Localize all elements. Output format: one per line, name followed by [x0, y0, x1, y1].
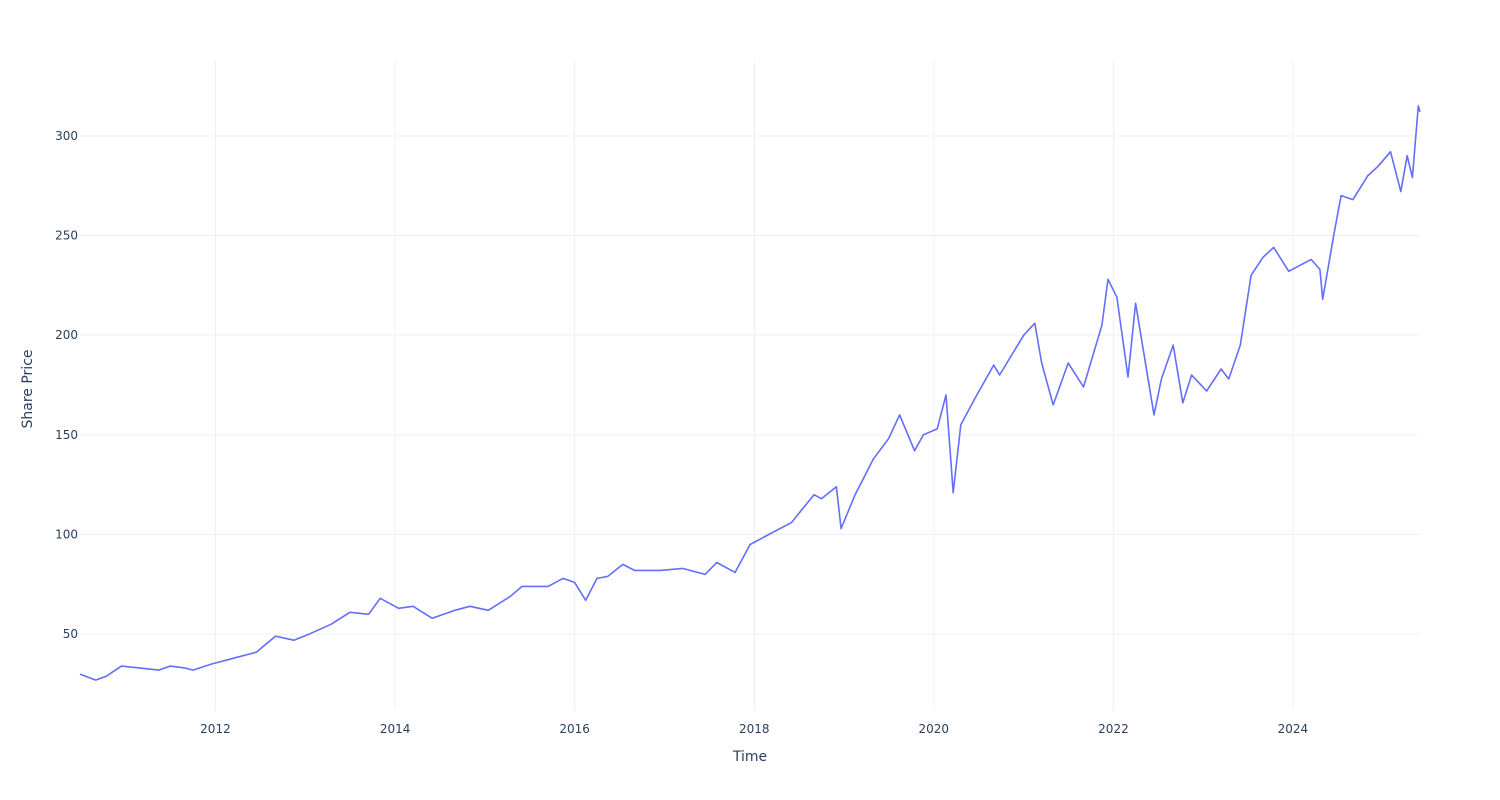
x-tick-label: 2012 [200, 722, 231, 736]
x-tick-labels: 2012 2014 2016 2018 2020 2022 2024 [200, 722, 1308, 736]
x-axis-title: Time [732, 749, 767, 765]
y-gridlines [80, 135, 1420, 635]
share-price-series-line [79, 105, 1421, 681]
x-tick-label: 2020 [918, 722, 949, 736]
x-gridlines [214, 60, 1294, 710]
y-tick-label: 100 [55, 528, 78, 542]
x-tick-label: 2016 [559, 722, 590, 736]
x-tick-label: 2018 [739, 722, 770, 736]
x-tick-label: 2014 [380, 722, 411, 736]
y-tick-label: 300 [55, 129, 78, 143]
y-tick-label: 150 [55, 428, 78, 442]
y-tick-label: 250 [55, 228, 78, 242]
x-tick-label: 2022 [1098, 722, 1129, 736]
y-tick-labels: 50 100 150 200 250 300 [55, 129, 78, 641]
y-axis-title: Share Price [20, 349, 36, 428]
x-tick-label: 2024 [1278, 722, 1309, 736]
y-tick-label: 200 [55, 328, 78, 342]
y-tick-label: 50 [63, 627, 78, 641]
